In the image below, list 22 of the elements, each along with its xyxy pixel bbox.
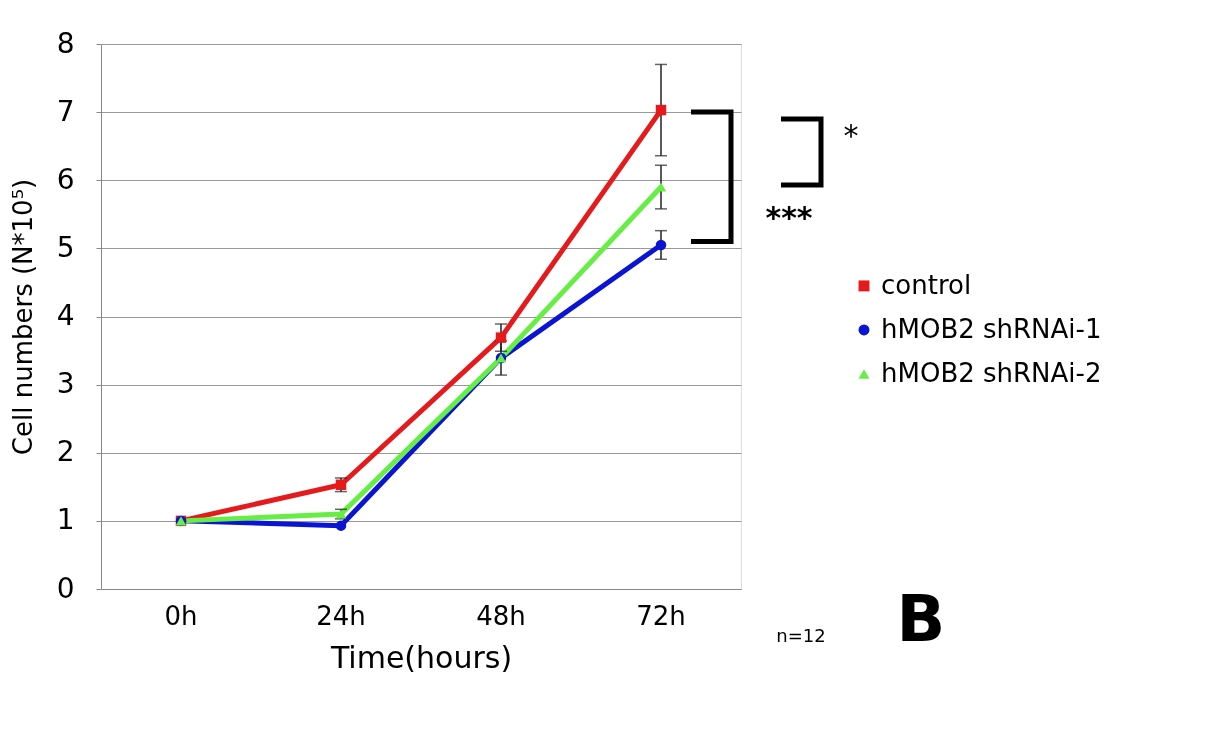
y-tick-label: 5 <box>56 230 75 264</box>
legend-label: control <box>881 269 972 300</box>
legend-label: hMOB2 shRNAi-2 <box>881 357 1102 388</box>
y-tick-label: 0 <box>56 571 75 605</box>
x-tick-label: 72h <box>636 600 686 631</box>
text: n=12 <box>776 625 826 646</box>
x-tick-label: 48h <box>476 600 526 631</box>
y-tick-label: 3 <box>56 367 75 401</box>
y-tick-label: 1 <box>56 503 75 537</box>
y-tick-label: 2 <box>56 435 75 469</box>
y-tick-label: 6 <box>56 162 75 196</box>
x-tick-label: 24h <box>316 600 366 631</box>
y-tick-label: 4 <box>56 299 75 332</box>
x-tick-label: 0h <box>164 600 198 631</box>
y-tick-label: 8 <box>56 26 75 60</box>
legend-label: hMOB2 shRNAi-1 <box>881 313 1102 344</box>
y-tick-label: 7 <box>56 94 75 128</box>
y-axis-title: Cell numbers (N*10⁵) <box>7 178 38 456</box>
text: *** <box>765 200 813 235</box>
x-axis-title: Time(hours) <box>329 639 513 675</box>
text: * <box>843 118 859 153</box>
text: B <box>896 582 946 656</box>
